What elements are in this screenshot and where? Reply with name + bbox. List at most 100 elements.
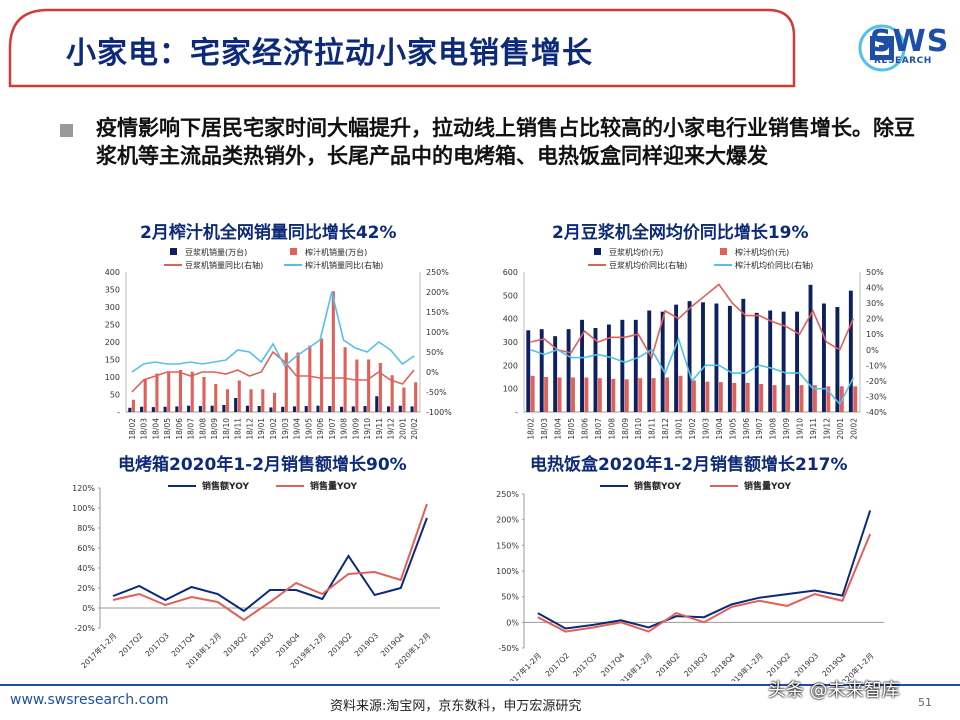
bullet-square-icon <box>60 124 73 137</box>
x-tick-label: 18/09 <box>621 418 630 440</box>
y-left-tick-label: 200 <box>503 361 518 370</box>
x-tick-label: 18/05 <box>163 418 172 440</box>
page-number: 51 <box>918 696 932 709</box>
bar-b <box>143 378 147 412</box>
bar-b <box>853 386 858 412</box>
y-tick-label: 60% <box>77 544 95 553</box>
bar-a <box>292 406 297 412</box>
chart3-title: 电烤箱2020年1-2月销售额增长90% <box>118 455 407 475</box>
bar-a <box>647 310 652 412</box>
bar-b <box>402 387 406 412</box>
bar-b <box>308 345 312 412</box>
y-right-tick-label: -100% <box>426 408 452 417</box>
bar-b <box>343 347 347 412</box>
y-right-tick-label: 250% <box>426 268 449 277</box>
bar-b <box>745 382 750 412</box>
x-tick-label: 18/02 <box>527 418 536 440</box>
bar-a <box>633 319 638 412</box>
bar-a <box>151 407 155 412</box>
x-tick-label: 20/01 <box>836 418 845 440</box>
bar-b <box>249 389 253 412</box>
y-left-tick-label: 250 <box>105 321 120 330</box>
x-tick-label: 2017年1-2月 <box>503 650 543 681</box>
footer-url[interactable]: www.swsresearch.com <box>10 692 169 708</box>
y-right-tick-label: -20% <box>866 377 887 386</box>
y-right-tick-label: 40% <box>866 284 884 293</box>
bar-b <box>390 375 394 412</box>
bar-a <box>674 304 679 412</box>
watermark: 头条 @未来智库 <box>768 680 900 701</box>
y-tick-label: 0% <box>506 618 519 627</box>
x-tick-label: 19/02 <box>688 418 697 440</box>
bar-b <box>225 389 230 412</box>
bar-b <box>557 377 562 412</box>
y-tick-label: 150% <box>496 541 519 550</box>
bar-a <box>304 406 308 412</box>
bar-a <box>701 302 705 412</box>
bar-b <box>155 373 159 412</box>
bar-a <box>526 330 531 412</box>
x-tick-label: 19/02 <box>269 418 278 440</box>
y-tick-label: 100% <box>496 567 519 576</box>
bar-a <box>387 406 391 412</box>
y-tick-label: -20% <box>74 624 95 633</box>
x-tick-label: 18/05 <box>567 418 576 440</box>
x-tick-label: 19/01 <box>257 418 266 440</box>
bar-b <box>320 338 324 412</box>
x-tick-label: 19/01 <box>675 418 684 440</box>
chart1-svg: - 50 100 150 200 250 300 350 400 -100% -50% 0% 50% 10… <box>105 247 452 440</box>
x-tick-label: 2018Q4 <box>710 651 738 679</box>
bar-a <box>566 329 571 412</box>
x-tick-label: 20/02 <box>849 418 858 440</box>
legend-label: 豆浆机销量(万台) <box>185 247 247 257</box>
bar-a <box>580 319 584 412</box>
bar-b <box>190 371 194 412</box>
chart4-svg: -50% 0% 50% 100% 150% 200% 250% 2017年1-2月 2017Q2… <box>496 480 884 681</box>
bar-a <box>339 406 344 412</box>
bar-a <box>781 311 786 412</box>
bar-a <box>410 406 414 412</box>
bar-a <box>375 396 379 412</box>
bar-a <box>835 307 840 412</box>
x-tick-label: 18/06 <box>175 418 184 440</box>
y-right-tick-label: -50% <box>426 388 447 397</box>
x-tick-label: 18/12 <box>661 418 670 440</box>
legend-swatch-bar <box>720 248 727 255</box>
chart3-oven: -20% 0% 20% 40% 60% 80% 100% 120% 2017年1-2月 2017Q… <box>60 476 460 681</box>
y-left-tick-label: 200 <box>105 338 120 347</box>
x-tick-label: 18/10 <box>634 418 643 440</box>
bar-a <box>175 406 179 412</box>
chart4-lunchbox: -50% 0% 50% 100% 150% 200% 250% 2017年1-2月 2017Q2… <box>490 476 900 681</box>
y-tick-label: 80% <box>77 524 95 533</box>
x-tick-label: 19/12 <box>822 418 831 440</box>
bar-b <box>611 378 616 412</box>
legend-label: 榨汁机均价(元) <box>735 247 789 257</box>
bar-b <box>414 382 418 412</box>
bar-b <box>544 377 549 412</box>
header-bar: 小家电：宅家经济拉动小家电销售增长 SWS RESEARCH <box>0 0 960 96</box>
footer-divider <box>0 684 960 686</box>
series-line-b <box>131 291 415 373</box>
bar-b <box>284 352 288 412</box>
legend-swatch-bar <box>290 248 297 255</box>
x-tick-label: 19/08 <box>340 418 349 440</box>
bar-a <box>198 406 202 412</box>
bar-b <box>131 399 135 412</box>
bar-a <box>245 405 249 412</box>
legend-label: 销售量YOY <box>310 480 358 492</box>
bar-a <box>234 398 238 412</box>
legend-label: 榨汁机销量(万台) <box>305 247 367 257</box>
bar-b <box>571 377 575 412</box>
x-tick-label: 18/06 <box>580 418 589 440</box>
bar-b <box>296 352 300 412</box>
bar-b <box>732 382 737 412</box>
bar-b <box>237 380 241 412</box>
bar-a <box>187 405 191 412</box>
footer-source: 资料来源:淘宝网，京东数科，申万宏源研究 <box>330 699 582 714</box>
bar-b <box>597 378 602 412</box>
chart4-title: 电热饭盒2020年1-2月销售额增长217% <box>530 455 848 475</box>
y-tick-label: 200% <box>496 516 519 525</box>
x-tick-label: 2019Q3 <box>353 631 381 659</box>
y-right-tick-label: 50% <box>426 348 444 357</box>
bar-b <box>665 377 670 412</box>
